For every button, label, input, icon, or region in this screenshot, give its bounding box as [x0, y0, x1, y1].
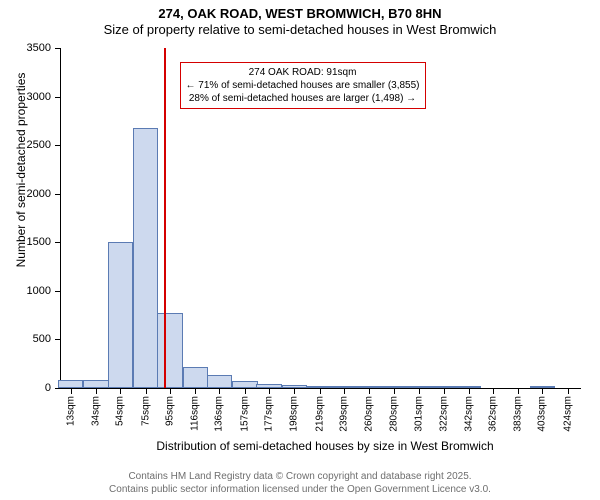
- subject-marker: [164, 48, 166, 388]
- x-tick: [96, 388, 97, 394]
- y-tick: [55, 291, 61, 292]
- y-tick-label: 3500: [27, 42, 51, 54]
- hist-bar: [157, 313, 182, 388]
- x-tick: [469, 388, 470, 394]
- y-axis-label: Number of semi-detached properties: [14, 0, 30, 420]
- x-tick-label: 157sqm: [239, 396, 250, 432]
- footer-line1: Contains HM Land Registry data © Crown c…: [6, 471, 594, 484]
- x-tick-label: 34sqm: [91, 396, 102, 426]
- x-tick-label: 260sqm: [364, 396, 375, 432]
- title-line1: 274, OAK ROAD, WEST BROMWICH, B70 8HN: [0, 6, 600, 21]
- y-tick: [55, 48, 61, 49]
- callout-line1: 274 OAK ROAD: 91sqm: [186, 66, 420, 79]
- x-tick-label: 362sqm: [487, 396, 498, 432]
- hist-bar: [83, 380, 108, 388]
- x-tick: [344, 388, 345, 394]
- y-tick: [55, 194, 61, 195]
- x-tick: [245, 388, 246, 394]
- x-tick-label: 177sqm: [264, 396, 275, 432]
- y-tick: [55, 339, 61, 340]
- x-tick-label: 54sqm: [115, 396, 126, 426]
- callout-line3: 28% of semi-detached houses are larger (…: [186, 92, 420, 105]
- footer-line2: Contains public sector information licen…: [6, 484, 594, 497]
- y-tick: [55, 388, 61, 389]
- x-tick: [419, 388, 420, 394]
- x-tick-label: 13sqm: [65, 396, 76, 426]
- x-tick-label: 239sqm: [338, 396, 349, 432]
- y-tick: [55, 97, 61, 98]
- x-tick-label: 116sqm: [190, 396, 201, 431]
- x-tick: [120, 388, 121, 394]
- x-tick: [394, 388, 395, 394]
- y-tick-label: 2500: [27, 139, 51, 151]
- callout-line2: ← 71% of semi-detached houses are smalle…: [186, 79, 420, 92]
- x-tick-label: 95sqm: [164, 396, 175, 426]
- hist-bar: [207, 375, 232, 388]
- hist-bar: [58, 380, 83, 388]
- x-tick: [493, 388, 494, 394]
- y-tick: [55, 242, 61, 243]
- x-tick-label: 322sqm: [439, 396, 450, 432]
- x-tick: [146, 388, 147, 394]
- x-tick: [219, 388, 220, 394]
- hist-bar: [183, 367, 208, 388]
- y-tick-label: 1000: [27, 285, 51, 297]
- x-tick-label: 219sqm: [314, 396, 325, 432]
- y-tick: [55, 145, 61, 146]
- x-tick: [568, 388, 569, 394]
- hist-bar: [232, 381, 257, 388]
- x-tick: [269, 388, 270, 394]
- x-tick-label: 301sqm: [413, 396, 424, 432]
- hist-bar: [133, 128, 158, 388]
- x-tick: [294, 388, 295, 394]
- x-tick-label: 403sqm: [537, 396, 548, 432]
- y-tick-label: 2000: [27, 188, 51, 200]
- x-axis-label: Distribution of semi-detached houses by …: [60, 439, 590, 453]
- y-tick-label: 0: [45, 382, 51, 394]
- y-tick-label: 1500: [27, 236, 51, 248]
- callout-box: 274 OAK ROAD: 91sqm← 71% of semi-detache…: [180, 62, 426, 109]
- footer-attribution: Contains HM Land Registry data © Crown c…: [0, 471, 600, 496]
- y-tick-label: 3000: [27, 91, 51, 103]
- x-tick-label: 280sqm: [388, 396, 399, 432]
- x-tick: [444, 388, 445, 394]
- x-tick-label: 198sqm: [289, 396, 300, 432]
- x-tick: [170, 388, 171, 394]
- x-tick: [542, 388, 543, 394]
- x-tick: [71, 388, 72, 394]
- x-tick: [320, 388, 321, 394]
- x-tick-label: 342sqm: [463, 396, 474, 432]
- x-tick: [518, 388, 519, 394]
- title-line2: Size of property relative to semi-detach…: [0, 22, 600, 37]
- x-tick-label: 75sqm: [140, 396, 151, 426]
- plot-area: 050010001500200025003000350013sqm34sqm54…: [60, 48, 581, 389]
- x-tick-label: 424sqm: [562, 396, 573, 432]
- x-tick: [195, 388, 196, 394]
- y-tick-label: 500: [33, 333, 51, 345]
- x-tick-label: 383sqm: [513, 396, 524, 432]
- x-tick: [369, 388, 370, 394]
- hist-bar: [108, 242, 133, 388]
- x-tick-label: 136sqm: [214, 396, 225, 432]
